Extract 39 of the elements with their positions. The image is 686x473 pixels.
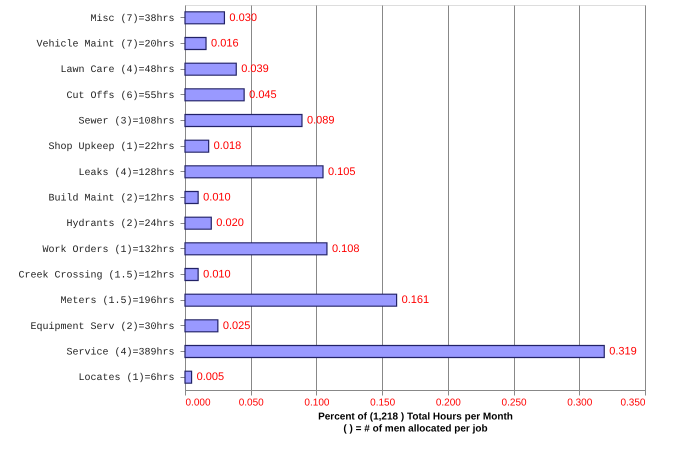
y-tick-label: Lawn Care (4)=48hrs xyxy=(60,64,174,76)
y-tick-label: Creek Crossing (1.5)=12hrs xyxy=(18,270,174,282)
data-label: 0.105 xyxy=(328,166,356,178)
data-label: 0.089 xyxy=(306,114,335,126)
data-label: 0.018 xyxy=(214,140,242,152)
x-tick-label: 0.250 xyxy=(502,398,528,408)
x-tick-label: 0.150 xyxy=(370,398,396,408)
y-tick-label: Cut Offs (6)=55hrs xyxy=(66,90,174,102)
x-tick-label: 0.000 xyxy=(186,398,211,408)
data-label: 0.039 xyxy=(241,63,269,76)
data-label: 0.020 xyxy=(216,217,244,230)
y-tick-label: Equipment Serv (2)=30hrs xyxy=(30,320,174,333)
x-tick-label: 0.200 xyxy=(436,398,462,408)
data-label: 0.108 xyxy=(332,242,360,255)
x-tick-label: 0.350 xyxy=(620,398,646,408)
data-label: 0.016 xyxy=(211,38,239,50)
y-tick-label: Hydrants (2)=24hrs xyxy=(66,218,174,230)
x-tick-label: 0.300 xyxy=(567,398,593,408)
data-label: 0.045 xyxy=(249,88,277,101)
x-tick-label: 0.050 xyxy=(238,398,264,408)
y-tick-label: Leaks (4)=128hrs xyxy=(78,166,174,179)
data-label: 0.010 xyxy=(203,192,231,204)
data-label: 0.319 xyxy=(609,346,637,358)
y-tick-label: Sewer (3)=108hrs xyxy=(78,116,174,128)
y-tick-label: Build Maint (2)=12hrs xyxy=(48,192,174,204)
y-tick-label: Shop Upkeep (1)=22hrs xyxy=(48,141,174,154)
data-label: 0.010 xyxy=(203,268,231,280)
y-tick-label: Locates (1)=6hrs xyxy=(78,372,174,384)
data-label: 0.030 xyxy=(229,12,257,24)
y-tick-label: Misc (7)=38hrs xyxy=(90,12,174,25)
x-axis-title: Percent of (1,218 ) Total Hours per Month ( ) = # of men allocated per job xyxy=(318,412,513,434)
data-label: 0.005 xyxy=(196,371,224,384)
y-tick-label: Vehicle Maint (7)=20hrs xyxy=(36,38,174,50)
y-tick-label: Work Orders (1)=132hrs xyxy=(42,244,174,256)
x-tick-label: 0.100 xyxy=(304,398,330,408)
data-label: 0.025 xyxy=(222,320,250,332)
data-label: 0.161 xyxy=(402,294,430,306)
y-tick-label: Meters (1.5)=196hrs xyxy=(60,295,174,308)
y-tick-label: Service (4)=389hrs xyxy=(66,346,174,358)
